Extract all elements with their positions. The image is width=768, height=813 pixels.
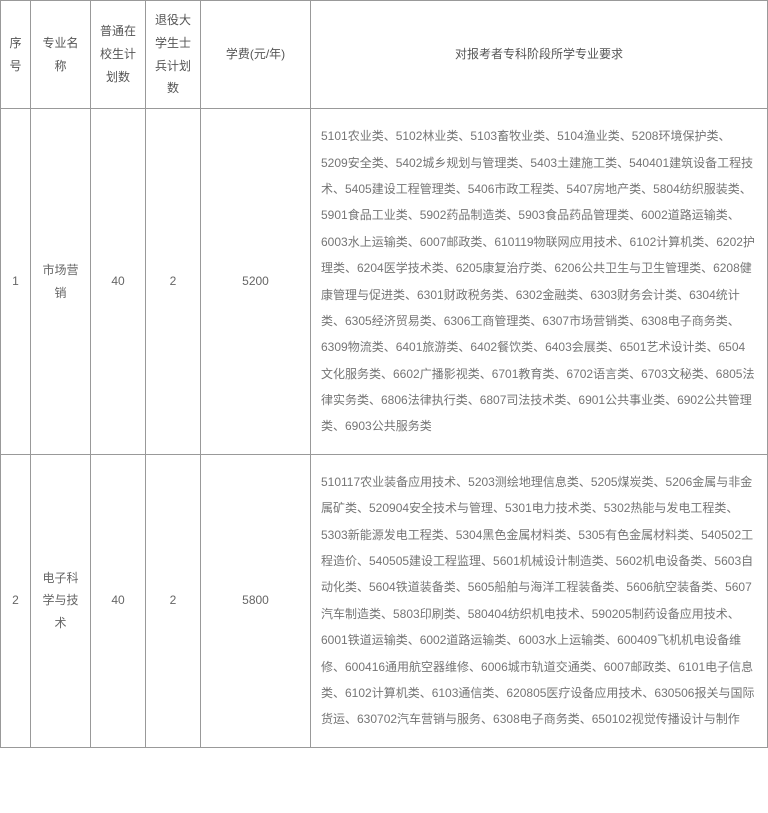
cell-name: 市场营销 (31, 109, 91, 455)
col-header-plan2: 退役大学生士兵计划数 (146, 1, 201, 109)
cell-plan2: 2 (146, 109, 201, 455)
col-header-req: 对报考者专科阶段所学专业要求 (311, 1, 768, 109)
cell-plan1: 40 (91, 454, 146, 747)
cell-seq: 2 (1, 454, 31, 747)
cell-fee: 5200 (201, 109, 311, 455)
cell-plan1: 40 (91, 109, 146, 455)
col-header-name: 专业名称 (31, 1, 91, 109)
table-row: 1 市场营销 40 2 5200 5101农业类、5102林业类、5103畜牧业… (1, 109, 768, 455)
col-header-plan1: 普通在校生计划数 (91, 1, 146, 109)
col-header-seq: 序号 (1, 1, 31, 109)
cell-name: 电子科学与技术 (31, 454, 91, 747)
table-header-row: 序号 专业名称 普通在校生计划数 退役大学生士兵计划数 学费(元/年) 对报考者… (1, 1, 768, 109)
col-header-fee: 学费(元/年) (201, 1, 311, 109)
cell-req: 5101农业类、5102林业类、5103畜牧业类、5104渔业类、5208环境保… (311, 109, 768, 455)
cell-fee: 5800 (201, 454, 311, 747)
cell-plan2: 2 (146, 454, 201, 747)
table-row: 2 电子科学与技术 40 2 5800 510117农业装备应用技术、5203测… (1, 454, 768, 747)
cell-seq: 1 (1, 109, 31, 455)
cell-req: 510117农业装备应用技术、5203测绘地理信息类、5205煤炭类、5206金… (311, 454, 768, 747)
majors-table: 序号 专业名称 普通在校生计划数 退役大学生士兵计划数 学费(元/年) 对报考者… (0, 0, 768, 748)
